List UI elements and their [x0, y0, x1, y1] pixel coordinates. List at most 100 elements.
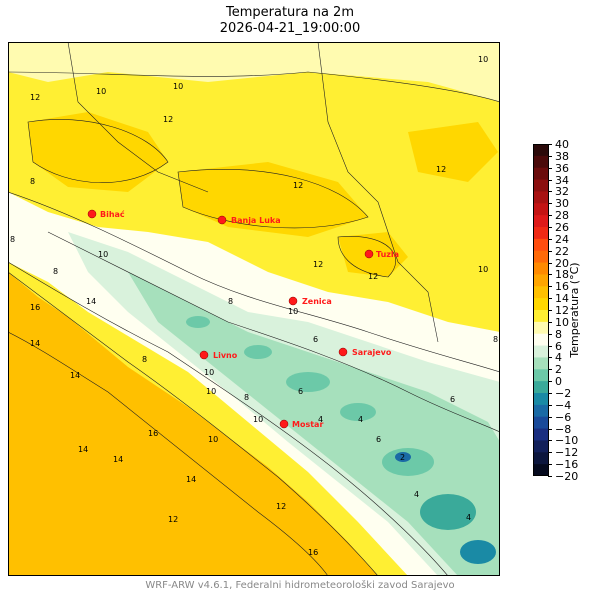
colorbar-tick	[548, 286, 552, 288]
colorbar-tick	[548, 440, 552, 442]
contour-label: 4	[466, 513, 471, 522]
colorbar-tick-label: 0	[555, 375, 562, 389]
colorbar-tick	[548, 369, 552, 371]
colorbar-tick-label: 40	[555, 138, 569, 151]
contour-label: 12	[168, 515, 178, 524]
city-marker	[279, 419, 289, 429]
colorbar-tick-label: 12	[555, 304, 569, 317]
colorbar-tick-label: −6	[555, 410, 572, 424]
contour-label: 12	[163, 115, 173, 124]
colorbar-segment	[533, 357, 549, 370]
colorbar-tick-label: −16	[555, 458, 579, 472]
contour-label: 12	[30, 93, 40, 102]
colorbar-tick	[548, 357, 552, 359]
colorbar-segment	[533, 298, 549, 311]
footer-credit: WRF-ARW v4.6.1, Federalni hidrometeorolo…	[145, 580, 455, 591]
contour-label: 10	[173, 82, 183, 91]
chart-timestamp: 2026-04-21_19:00:00	[219, 21, 361, 36]
contour-label: 8	[493, 335, 498, 344]
city-label: Mostar	[292, 420, 323, 429]
colorbar-segment	[533, 167, 549, 181]
colorbar-tick	[548, 179, 552, 181]
colorbar-segment	[533, 428, 549, 441]
colorbar-segment	[533, 144, 549, 157]
colorbar-tick-label: 10	[555, 315, 569, 329]
colorbar-tick-label: 18	[555, 268, 569, 282]
contour-label: 4	[318, 415, 323, 424]
city-sarajevo: Sarajevo	[338, 347, 392, 357]
colorbar-tick	[548, 250, 552, 252]
city-marker	[199, 350, 209, 360]
colorbar-tick	[548, 203, 552, 205]
city-label: Bihać	[100, 209, 125, 219]
colorbar-tick	[548, 215, 552, 217]
city-banja-luka: Banja Luka	[217, 215, 281, 225]
colorbar-segment	[533, 452, 549, 465]
colorbar-tick-label: 22	[555, 244, 569, 258]
colorbar-segment	[533, 238, 549, 252]
cold-patch	[395, 452, 411, 462]
contour-label: 10	[98, 250, 108, 259]
colorbar-segment	[533, 203, 549, 216]
colorbar-tick-label: −20	[555, 470, 579, 483]
contour-label: 16	[308, 548, 318, 557]
contour-label: 8	[53, 267, 58, 276]
colorbar-segment	[533, 262, 549, 275]
colorbar-tick-label: 32	[555, 185, 569, 199]
city-label: Zenica	[302, 297, 332, 306]
colorbar-tick	[548, 321, 552, 323]
city-mostar: Mostar	[279, 419, 323, 429]
colorbar-tick	[548, 238, 552, 240]
colorbar-tick	[548, 464, 552, 466]
contour-label: 8	[244, 393, 249, 402]
city-livno: Livno	[199, 350, 238, 360]
colorbar-tick-label: 30	[555, 197, 569, 211]
contour-label: 10	[253, 415, 263, 424]
colorbar-title: Temperatura (°C)	[568, 262, 581, 358]
chart-title: Temperatura na 2m	[225, 5, 354, 20]
city-zenica: Zenica	[288, 296, 332, 306]
contour-label: 14	[86, 297, 96, 306]
city-marker	[217, 215, 227, 225]
colorbar-tick	[548, 333, 552, 335]
temperature-map: 10 12 10 10 12 8 12 12 8 10 12 10 12 10 …	[8, 42, 500, 576]
contour-label: 6	[450, 395, 455, 404]
contour-lines	[8, 42, 500, 576]
contour-label: 14	[78, 445, 88, 454]
contour-label: 10	[478, 265, 488, 274]
colorbar-tick-label: −4	[555, 398, 572, 412]
colorbar-tick	[548, 144, 552, 145]
colorbar-tick	[548, 310, 552, 311]
colorbar-tick-label: 28	[555, 209, 569, 223]
city-label: Banja Luka	[231, 216, 281, 225]
contour-label: 12	[276, 502, 286, 511]
contour-label: 2	[400, 453, 405, 462]
contour-label: 16	[148, 429, 158, 438]
colorbar-tick-label: 2	[555, 363, 562, 377]
colorbar-tick	[548, 191, 552, 193]
warm-area	[408, 122, 498, 182]
contour-label: 12	[313, 260, 323, 269]
colorbar-segment	[533, 310, 549, 323]
contour-label: 4	[358, 415, 363, 424]
colorbar-segment	[533, 274, 549, 287]
map-frame	[8, 42, 500, 576]
colorbar-tick	[548, 428, 552, 430]
contour-label: 6	[298, 387, 303, 396]
city-marker	[288, 296, 298, 306]
colorbar-tick	[548, 262, 552, 264]
contour-label: 8	[228, 297, 233, 306]
colorbar-tick-label: −12	[555, 446, 579, 460]
colorbar-tick	[548, 155, 552, 157]
high-mountain-area	[128, 272, 500, 576]
colorbar-tick	[548, 227, 552, 228]
contour-label: 10	[478, 55, 488, 64]
colorbar-tick-label: 38	[555, 149, 569, 163]
colorbar: 40 38 36 34 32 30 28 26 24 22 20 18 16 14 12 10 8 6 4 2 0 −2−…	[533, 139, 593, 482]
colorbar-segment	[533, 381, 549, 394]
colorbar-segment	[533, 333, 549, 347]
colorbar-segment	[533, 369, 549, 382]
colorbar-tick	[548, 393, 552, 394]
colorbar-segment	[533, 404, 549, 418]
contour-label: 8	[10, 235, 15, 244]
